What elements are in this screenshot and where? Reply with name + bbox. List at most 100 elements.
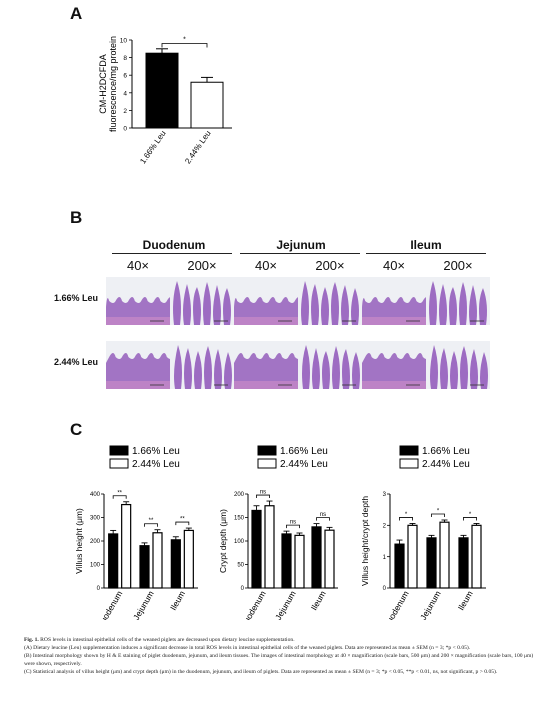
bar: [407, 524, 418, 589]
bar: [190, 81, 224, 129]
micrograph: [170, 341, 234, 389]
villus-shape: [341, 285, 349, 325]
y-tick-label: 400: [90, 492, 101, 498]
villus-shape: [352, 352, 360, 389]
bar: [311, 526, 322, 589]
x-tick-label: Duodenum: [95, 589, 124, 620]
micrograph-image: [106, 341, 170, 389]
micrograph-image: [362, 277, 426, 325]
villus-shape: [174, 345, 182, 389]
y-tick-label: 10: [120, 38, 128, 45]
legend-label: 1.66% Leu: [422, 446, 470, 457]
villus-shape: [193, 287, 201, 325]
significance-label: **: [180, 517, 185, 523]
x-tick-label: Ileum: [309, 589, 328, 612]
micrograph: [298, 341, 362, 389]
chart-c-villus-crypt-ratio: 1.66% Leu 2.44% Leu 0 1 2 3 Villus height/cryp…: [360, 445, 486, 620]
bar: [170, 539, 181, 589]
micrograph-image: [170, 277, 234, 325]
x-tick-label: Duodenum: [381, 589, 410, 620]
villus-shape: [429, 281, 437, 325]
y-tick-label: 0: [123, 126, 127, 133]
panel-letter-b: B: [70, 208, 83, 227]
villus-shape: [479, 288, 487, 325]
caption-fig-label: Fig. 1.: [24, 637, 39, 643]
mucosa-shape: [234, 353, 298, 389]
muscularis-band: [106, 317, 170, 325]
micrograph-image: [362, 341, 426, 389]
caption-title: ROS levels in intestinal epithelial cell…: [40, 637, 295, 643]
villus-shape: [321, 287, 329, 325]
villus-shape: [460, 346, 468, 389]
micrograph-image: [106, 277, 170, 325]
micrograph-image: [426, 341, 490, 389]
micrograph: [298, 277, 362, 325]
villus-shape: [342, 349, 350, 389]
villus-shape: [302, 345, 310, 389]
y-tick-label: 0: [383, 586, 387, 592]
y-tick-label: 6: [123, 73, 127, 80]
villus-shape: [430, 345, 438, 389]
legend-swatch: [109, 458, 129, 469]
muscularis-band: [234, 381, 298, 389]
figure-caption: Fig. 1. ROS levels in intestinal epithel…: [24, 636, 534, 676]
mucosa-shape: [362, 353, 426, 389]
mag-label: 40×: [382, 258, 406, 273]
significance-bracket: [286, 524, 300, 529]
legend-label: 2.44% Leu: [422, 459, 470, 470]
y-axis-label: Crypt depth (μm): [218, 509, 228, 573]
micrograph: [426, 277, 490, 325]
legend-label: 1.66% Leu: [280, 446, 328, 457]
y-tick-label: 3: [383, 492, 387, 498]
row-label-1-66: 1.66% Leu: [54, 293, 99, 303]
significance-label: **: [117, 490, 122, 496]
villus-shape: [470, 349, 478, 389]
micrograph-image: [234, 277, 298, 325]
bar: [394, 543, 405, 589]
mucosa-shape: [106, 353, 170, 389]
y-tick-label: 0: [241, 586, 245, 592]
chart-c-villus-height: 1.66% Leu 2.44% Leu 0 100 200 300 400 Villus he…: [74, 445, 198, 620]
y-tick-label: 300: [90, 516, 101, 522]
legend-swatch: [257, 445, 277, 456]
bar: [108, 533, 119, 589]
col-title-duodenum: Duodenum: [142, 238, 206, 252]
villus-shape: [214, 349, 222, 389]
y-tick-label: 200: [90, 539, 101, 545]
villus-shape: [183, 284, 191, 325]
villus-shape: [312, 348, 320, 389]
significance-label: ns: [290, 520, 296, 526]
chart-c-crypt-depth: 1.66% Leu 2.44% Leu 0 50 100 150 200 Crypt dept…: [218, 445, 338, 620]
caption-c: (C) Statistical analysis of villus heigh…: [24, 669, 498, 675]
bar: [439, 521, 450, 589]
micrograph: [234, 341, 298, 389]
y-tick-label: 2: [123, 108, 127, 115]
y-tick-label: 4: [123, 90, 127, 97]
muscularis-band: [234, 317, 298, 325]
villus-shape: [332, 346, 340, 389]
villus-shape: [449, 287, 457, 325]
x-tick-label: Jejunum: [131, 589, 156, 620]
micrograph-image: [426, 277, 490, 325]
significance-bracket: [399, 517, 413, 521]
y-tick-label: 150: [234, 516, 245, 522]
muscularis-band: [362, 381, 426, 389]
y-tick-label: 200: [234, 492, 245, 498]
x-tick-label: 1.66% Leu: [138, 129, 167, 166]
panel-letter-c: C: [70, 420, 83, 439]
col-rule-ileum: [366, 253, 486, 255]
micrograph-image: [298, 277, 362, 325]
micrograph-image: [298, 341, 362, 389]
micrograph: [234, 277, 298, 325]
col-title-jejunum: Jejunum: [276, 238, 326, 252]
significance-bracket: [256, 494, 270, 499]
y-tick-label: 50: [237, 563, 244, 569]
micrograph: [106, 277, 170, 325]
x-tick-label: 2.44% Leu: [183, 129, 212, 166]
legend-swatch: [399, 458, 419, 469]
x-tick-label: Jejunum: [273, 589, 298, 620]
y-tick-label: 100: [234, 539, 245, 545]
bar: [264, 505, 275, 589]
x-tick-label: Duodenum: [238, 589, 267, 620]
